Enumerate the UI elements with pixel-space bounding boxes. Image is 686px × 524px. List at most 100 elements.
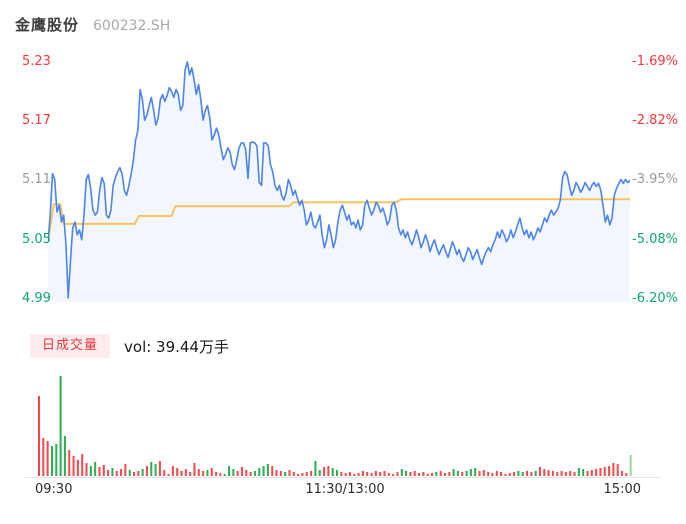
volume-bar — [353, 474, 356, 476]
volume-bar — [534, 471, 537, 476]
volume-bar — [197, 469, 200, 476]
volume-bar — [374, 471, 377, 476]
volume-bar — [379, 472, 382, 476]
volume-bar — [107, 470, 110, 476]
volume-chart-canvas[interactable] — [38, 368, 634, 476]
volume-bar — [102, 465, 105, 476]
volume-bar — [383, 471, 386, 476]
volume-bar — [331, 468, 334, 476]
volume-bar — [223, 474, 226, 476]
volume-bar — [366, 472, 369, 476]
volume-bar — [569, 471, 572, 476]
volume-bar — [491, 473, 494, 476]
price-area-fill — [48, 61, 630, 302]
axis-label: 5.17 — [22, 113, 51, 128]
volume-bar — [219, 473, 222, 476]
volume-bar — [245, 470, 248, 476]
volume-bar — [396, 472, 399, 476]
volume-bar — [89, 466, 92, 476]
axis-label: 5.23 — [22, 54, 51, 69]
average-price-line — [48, 198, 630, 242]
volume-bar — [586, 471, 589, 476]
volume-bar — [448, 472, 451, 476]
volume-bar — [599, 468, 602, 476]
volume-bar — [68, 450, 71, 476]
volume-bar — [55, 444, 58, 476]
volume-bar — [228, 466, 231, 476]
volume-bar — [418, 473, 421, 476]
volume-bar — [603, 467, 606, 476]
volume-bar — [577, 468, 580, 476]
volume-bar — [361, 471, 364, 476]
volume-bar — [271, 466, 274, 476]
volume-bar — [297, 474, 300, 476]
axis-label: -2.82% — [632, 113, 678, 128]
volume-bar — [240, 467, 243, 476]
volume-bar — [59, 376, 62, 476]
volume-bar — [551, 471, 554, 476]
volume-bar — [344, 473, 347, 476]
axis-label: 4.99 — [22, 291, 51, 306]
volume-bar — [150, 462, 153, 476]
stock-code: 600232.SH — [93, 18, 171, 34]
volume-bar — [63, 436, 66, 476]
stock-name: 金鹰股份 — [15, 16, 80, 34]
axis-label: -3.95% — [632, 172, 678, 187]
volume-total-label: vol: 39.44万手 — [124, 337, 230, 356]
volume-bar — [284, 472, 287, 476]
time-axis-divider — [25, 477, 661, 478]
volume-bar — [538, 467, 541, 476]
volume-bar — [543, 469, 546, 476]
volume-bar — [526, 471, 529, 476]
volume-bar — [288, 470, 291, 476]
volume-bar — [595, 469, 598, 476]
stock-header: 金鹰股份 600232.SH — [15, 14, 170, 35]
volume-bar — [98, 467, 101, 476]
volume-bar — [409, 472, 412, 476]
volume-bar — [258, 468, 261, 476]
volume-bar — [560, 471, 563, 476]
volume-bar — [253, 471, 256, 476]
axis-label: -5.08% — [632, 232, 678, 247]
volume-bar — [310, 471, 313, 476]
volume-bar — [495, 471, 498, 476]
volume-bar — [137, 471, 140, 476]
volume-bar — [318, 470, 321, 476]
volume-bar — [301, 473, 304, 476]
volume-bar — [504, 474, 507, 476]
volume-bar — [202, 471, 205, 476]
volume-bar — [50, 446, 53, 476]
volume-bar — [171, 466, 174, 476]
volume-bar — [521, 472, 524, 476]
volume-bar — [249, 472, 252, 476]
volume-bar — [128, 470, 131, 476]
volume-bar — [370, 473, 373, 476]
volume-bar — [517, 471, 520, 476]
volume-bar — [340, 472, 343, 476]
volume-bar — [232, 469, 235, 476]
volume-bar — [405, 471, 408, 476]
volume-bar — [81, 454, 84, 476]
volume-bar — [547, 470, 550, 476]
price-chart-pane: 5.23 5.17 5.11 5.05 4.99 -1.69% -2.82% -3.95% -… — [0, 54, 686, 306]
volume-bar — [582, 469, 585, 476]
volume-bar — [141, 469, 144, 476]
volume-bar — [236, 471, 239, 476]
volume-bar — [275, 470, 278, 476]
price-chart-canvas[interactable] — [48, 55, 630, 302]
volume-tab-badge[interactable]: 日成交量 — [30, 334, 111, 358]
volume-bar — [176, 468, 179, 476]
volume-bar — [180, 471, 183, 476]
volume-bar — [167, 474, 170, 476]
time-tick-close: 15:00 — [603, 482, 641, 497]
volume-bar — [426, 474, 429, 476]
volume-bar — [266, 464, 269, 476]
volume-bar — [629, 455, 632, 476]
volume-bar — [305, 472, 308, 476]
axis-label: 5.05 — [22, 232, 51, 247]
volume-bar — [573, 472, 576, 476]
volume-bar — [530, 472, 533, 476]
volume-bar — [262, 466, 265, 476]
volume-bar — [145, 466, 148, 476]
